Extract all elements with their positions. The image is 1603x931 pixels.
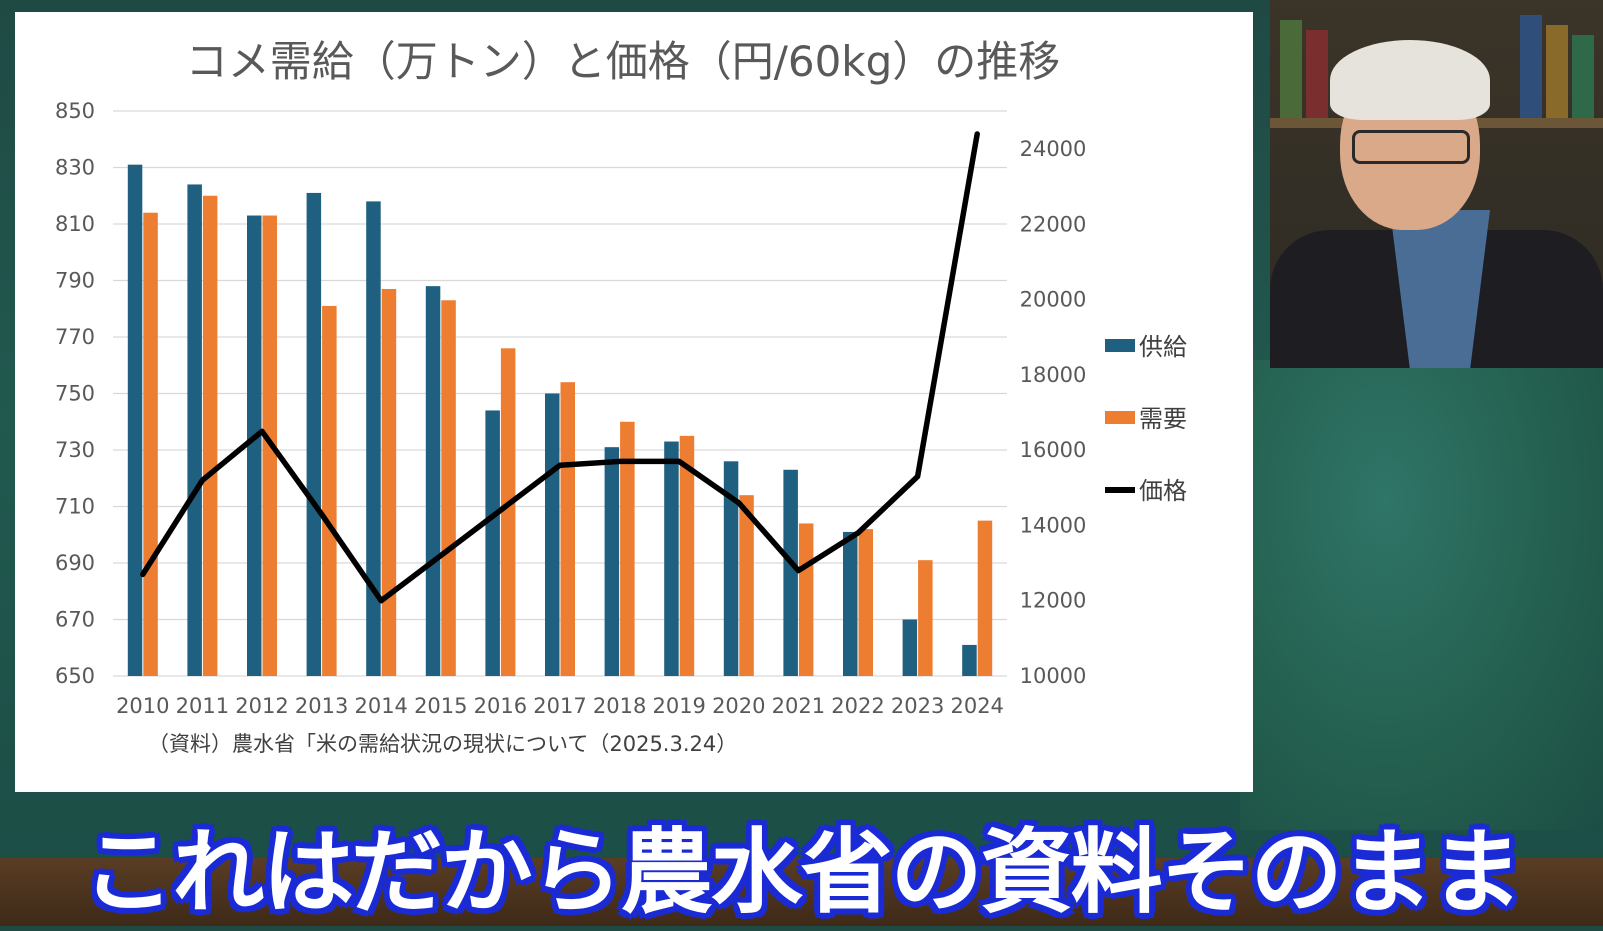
x-tick-label: 2011 [176,694,229,718]
left-tick-label: 750 [55,382,95,406]
right-tick-label: 14000 [1020,513,1087,537]
chalkboard-background [1240,360,1603,830]
supply-bar-2018 [605,447,620,676]
book [1280,20,1302,118]
x-tick-label: 2012 [235,694,288,718]
source-note: （資料）農水省「米の需給状況の現状について（2025.3.24） [148,732,737,756]
legend-label: 供給 [1139,333,1187,361]
right-tick-label: 10000 [1020,664,1087,688]
right-tick-label: 22000 [1020,212,1087,236]
left-tick-label: 770 [55,325,95,349]
x-tick-label: 2024 [950,694,1003,718]
supply-bar-2023 [903,620,918,677]
chart: コメ需給（万トン）と価格（円/60kg）の推移 650 670 690 710 730 7… [15,12,1253,792]
person-hair [1330,40,1490,120]
x-tick-label: 2017 [533,694,586,718]
supply-bar-2016 [485,410,500,676]
demand-bar-2013 [322,306,337,676]
legend-swatch-需要 [1105,411,1135,424]
x-tick-label: 2019 [652,694,705,718]
webcam-inset [1270,0,1603,368]
demand-bar-2016 [501,348,516,676]
bars [128,165,992,676]
demand-bar-2021 [799,523,814,676]
book [1572,35,1594,118]
left-tick-label: 690 [55,551,95,575]
x-tick-label: 2015 [414,694,467,718]
chart-title: コメ需給（万トン）と価格（円/60kg）の推移 [186,37,1061,86]
x-tick-label: 2010 [116,694,169,718]
supply-bar-2010 [128,165,143,676]
x-tick-label: 2013 [295,694,348,718]
x-tick-label: 2014 [354,694,407,718]
x-tick-label: 2016 [474,694,527,718]
supply-bar-2021 [783,470,798,676]
demand-bar-2010 [143,213,158,676]
right-tick-label: 16000 [1020,438,1087,462]
left-tick-label: 710 [55,495,95,519]
right-tick-label: 20000 [1020,288,1087,312]
left-tick-label: 650 [55,664,95,688]
x-tick-label: 2020 [712,694,765,718]
supply-bar-2012 [247,216,262,676]
demand-bar-2022 [859,529,874,676]
supply-bar-2011 [187,184,202,676]
x-tick-label: 2022 [831,694,884,718]
supply-bar-2022 [843,532,858,676]
demand-bar-2015 [441,300,456,676]
right-tick-label: 12000 [1020,589,1087,613]
subtitle-caption: これはだから農水省の資料そのまま [0,798,1603,931]
legend-swatch-供給 [1105,339,1135,352]
x-tick-label: 2023 [891,694,944,718]
left-tick-label: 790 [55,269,95,293]
supply-bar-2017 [545,394,560,677]
book [1546,25,1568,118]
book [1520,15,1542,118]
left-tick-label: 830 [55,156,95,180]
demand-bar-2011 [203,196,218,676]
right-tick-label: 24000 [1020,137,1087,161]
legend-label: 価格 [1139,477,1187,505]
left-tick-label: 730 [55,438,95,462]
left-tick-label: 850 [55,99,95,123]
book [1306,30,1328,118]
left-tick-label: 810 [55,212,95,236]
x-tick-label: 2018 [593,694,646,718]
x-tick-label: 2021 [772,694,825,718]
supply-bar-2013 [307,193,322,676]
right-tick-label: 18000 [1020,363,1087,387]
demand-bar-2017 [561,382,576,676]
supply-bar-2014 [366,201,381,676]
demand-bar-2020 [739,495,754,676]
supply-bar-2019 [664,442,679,676]
left-axis-ticks: 650 670 690 710 730 750 770 790 810 830 850 [55,99,95,688]
chart-panel: コメ需給（万トン）と価格（円/60kg）の推移 650 670 690 710 730 7… [15,12,1253,792]
supply-bar-2015 [426,286,441,676]
supply-bar-2024 [962,645,977,676]
glasses [1352,130,1470,164]
legend-label: 需要 [1139,405,1187,433]
demand-bar-2024 [978,521,993,676]
demand-bar-2014 [382,289,397,676]
left-tick-label: 670 [55,608,95,632]
demand-bar-2023 [918,560,933,676]
right-axis-ticks: 10000 12000 14000 16000 18000 20000 22000 24000 [1020,137,1087,688]
